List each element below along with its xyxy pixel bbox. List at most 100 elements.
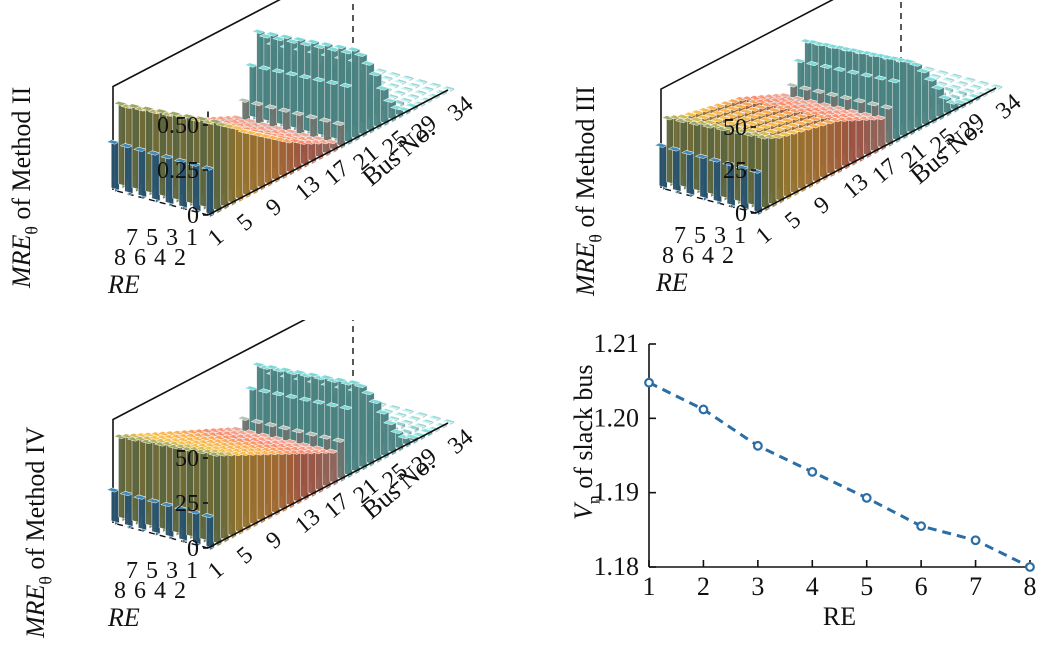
bar — [339, 405, 354, 479]
bar-side-face — [713, 157, 722, 203]
bar-top-face — [379, 75, 394, 81]
bar-top-face — [974, 91, 989, 97]
chart-method-ii: 0 0.25 0.50 1 5 9 13 17 21 25 29 34 Bus No. 7 5 3 1 8 6 4 2 R… — [0, 0, 520, 300]
bar-side-face — [110, 139, 120, 191]
bar-top-face — [696, 114, 711, 120]
bar — [317, 139, 332, 158]
x-tick-label: 3 — [751, 572, 764, 601]
bar-top-face — [133, 146, 148, 152]
bar-side-face — [351, 379, 361, 473]
bar-top-face — [257, 388, 272, 394]
z-axis-label: MREθ of Method IV — [21, 426, 55, 639]
bar-top-face — [319, 374, 334, 380]
bar-side-face — [358, 383, 368, 469]
bar-top-face — [954, 80, 969, 86]
bar-side-face — [322, 448, 331, 488]
bar-side-face — [220, 451, 230, 541]
bar-top-face — [683, 111, 698, 117]
chart-method-iv: 0 25 50 1 5 9 13 17 21 25 29 34 Bus No. 7 5 3 1 8 6 4 2 RE MRE… — [0, 293, 520, 646]
bar-top-face — [339, 405, 354, 411]
bar — [872, 115, 887, 152]
bar-top-face — [265, 31, 280, 37]
y-tick-label: 5 — [694, 223, 706, 249]
bar-top-face — [807, 123, 822, 129]
bar-top-face — [332, 44, 347, 50]
bar-top-face — [311, 135, 326, 141]
y-tick-label: 7 — [126, 225, 138, 251]
z-tick-label: 25 — [723, 158, 747, 184]
bar-top-face — [732, 111, 747, 117]
bar-top-face — [766, 114, 781, 120]
bar-top-face — [331, 120, 346, 126]
line-plot: 1.18 1.19 1.20 1.21 1 2 3 4 5 6 7 8 RE Vn of slack bu… — [569, 329, 1037, 631]
x-tick-label: 8 — [1024, 572, 1037, 601]
bar-top-face — [312, 399, 327, 405]
bar-top-face — [325, 80, 340, 86]
bar — [821, 119, 836, 178]
bar-top-face — [304, 114, 319, 120]
x-tick-label: 13 — [290, 171, 325, 206]
bar-side-face — [804, 125, 814, 187]
bar — [933, 80, 948, 88]
bar-top-face — [808, 116, 823, 122]
bar-side-face — [124, 143, 134, 194]
bar-top-face — [405, 93, 420, 99]
bar — [427, 82, 442, 90]
bar-top-face — [675, 114, 690, 120]
bar-top-face — [312, 77, 327, 83]
bar-top-face — [718, 108, 733, 114]
y-tick-label: 1.20 — [594, 403, 640, 432]
bar-top-face — [773, 112, 788, 118]
bar — [360, 390, 376, 468]
bar-top-face — [427, 415, 442, 421]
bar-top-face — [934, 69, 949, 75]
bar-top-face — [382, 97, 397, 104]
bar-top-face — [297, 442, 312, 448]
bar — [105, 139, 121, 193]
bar-top-face — [703, 112, 718, 118]
bar-top-face — [712, 103, 727, 109]
bar-top-face — [298, 396, 313, 402]
bar-side-face — [344, 405, 353, 477]
bar-top-face — [757, 130, 772, 136]
bar-side-face — [249, 450, 259, 526]
bar-top-face — [318, 117, 333, 123]
bar-top-face — [731, 118, 746, 124]
chart-method-iii: 0 25 50 1 5 9 13 17 21 25 29 34 Bus No. 7 5 3 1 8 6 4 2 RE MRE… — [560, 0, 1047, 300]
bar-top-face — [230, 125, 245, 131]
bar — [244, 130, 259, 195]
bar — [230, 125, 245, 203]
bar — [173, 157, 188, 211]
bar-top-face — [730, 125, 745, 131]
x-tick-label: 1 — [751, 222, 777, 250]
y-tick-label: 2 — [174, 245, 186, 271]
bar-top-face — [140, 106, 155, 112]
data-point — [1025, 562, 1035, 572]
bar-side-face — [271, 135, 281, 182]
bar-top-face — [200, 513, 216, 519]
bar-side-face — [351, 46, 361, 140]
bar-top-face — [814, 121, 829, 127]
bar — [420, 418, 435, 426]
y-axis-label: RE — [107, 270, 140, 299]
bar-top-face — [785, 129, 800, 135]
bar — [146, 498, 161, 537]
bar-top-face — [704, 105, 719, 111]
z-tick-label: 50 — [723, 115, 747, 141]
bar — [420, 85, 435, 93]
bar — [413, 78, 428, 86]
bar-top-face — [324, 139, 339, 145]
bar-side-face — [928, 76, 938, 123]
y-tick-label: 4 — [702, 243, 714, 269]
bar-top-face — [243, 429, 258, 435]
bar — [988, 83, 1004, 91]
bar-top-face — [725, 105, 740, 111]
bar — [406, 82, 421, 90]
y-tick-label: 8 — [114, 245, 126, 271]
bar — [940, 76, 956, 84]
bar — [721, 161, 736, 209]
bar-side-face — [841, 116, 850, 168]
bar — [119, 143, 134, 197]
bar — [266, 135, 281, 184]
bar — [921, 65, 936, 73]
